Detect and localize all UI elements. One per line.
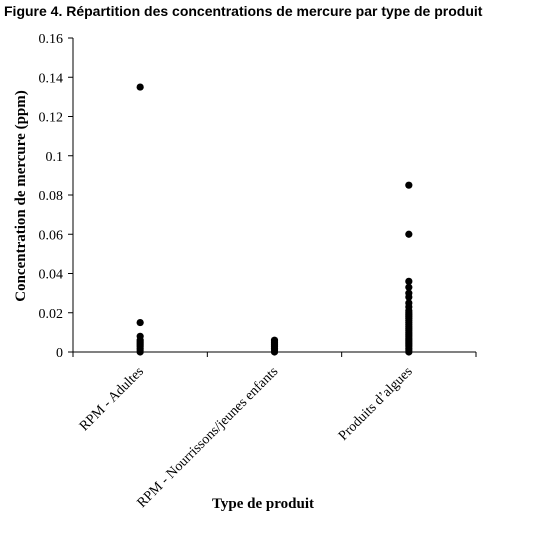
data-point (405, 348, 413, 356)
data-point (136, 348, 144, 356)
data-point (405, 283, 413, 291)
y-tick-label: 0.12 (39, 111, 64, 126)
figure-title: Figure 4. Répartition des concentrations… (4, 3, 483, 19)
x-category-label: RPM - Adultes (77, 364, 147, 434)
chart-axes (72, 38, 476, 353)
data-point (136, 318, 144, 327)
x-axis-title: Type de produit (212, 496, 314, 512)
data-point (405, 293, 413, 301)
y-axis-ticks: 0 0.02 0.04 0.06 0.08 0.1 0.12 0.14 0.16 (39, 32, 73, 361)
data-points (136, 83, 413, 356)
x-category-label: Produits d’algues (336, 364, 416, 444)
y-tick-label: 0.14 (39, 71, 64, 86)
y-tick-label: 0.06 (39, 228, 64, 243)
y-tick-label: 0.04 (39, 268, 64, 283)
data-point (405, 277, 413, 285)
data-point (405, 230, 413, 238)
data-point (405, 181, 413, 189)
data-point (136, 83, 144, 91)
y-tick-label: 0 (56, 346, 63, 361)
x-category-label: RPM - Nourrissons/jeunes enfants (135, 364, 282, 511)
y-tick-label: 0.16 (39, 32, 64, 47)
y-tick-label: 0.08 (39, 189, 64, 204)
data-point (270, 348, 279, 356)
y-tick-label: 0.1 (46, 150, 64, 165)
y-tick-label: 0.02 (39, 307, 64, 322)
y-axis-title: Concentration de mercure (ppm) (13, 90, 29, 302)
